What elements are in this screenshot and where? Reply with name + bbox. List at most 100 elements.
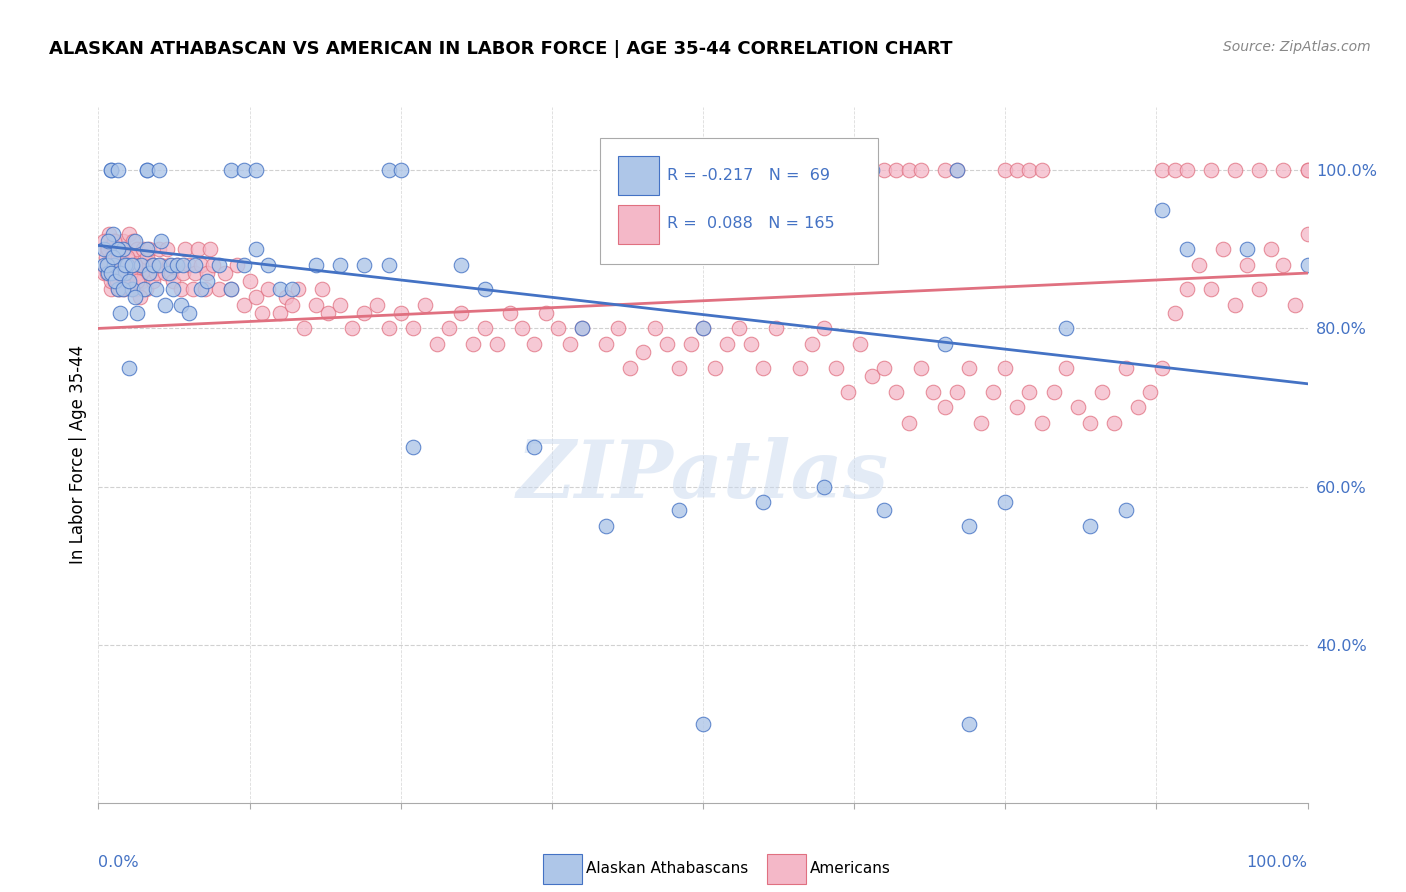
Point: [1272, 258, 1295, 272]
Point: [148, 258, 170, 272]
Point: [837, 384, 859, 399]
Point: [426, 337, 449, 351]
Point: [104, 274, 127, 288]
Point: [619, 361, 641, 376]
Text: ZIPatlas: ZIPatlas: [517, 437, 889, 515]
Point: [96, 258, 118, 272]
Point: [166, 258, 188, 272]
Point: [127, 266, 149, 280]
Point: [124, 235, 146, 249]
Point: [100, 282, 122, 296]
Point: [100, 163, 122, 178]
Point: [1152, 361, 1174, 376]
Point: [98, 258, 121, 272]
Point: [437, 321, 460, 335]
Point: [221, 282, 243, 296]
Point: [208, 282, 231, 296]
Point: [111, 235, 134, 249]
Point: [558, 337, 581, 351]
Point: [100, 243, 122, 257]
Point: [402, 321, 425, 335]
Point: [994, 495, 1017, 509]
Point: [1102, 417, 1125, 431]
Point: [134, 258, 156, 272]
FancyBboxPatch shape: [619, 205, 659, 244]
Point: [139, 266, 162, 280]
Point: [157, 266, 180, 280]
Point: [946, 384, 969, 399]
Point: [121, 282, 143, 296]
Point: [108, 243, 131, 257]
Point: [450, 305, 472, 319]
Point: [108, 266, 131, 280]
FancyBboxPatch shape: [543, 854, 582, 884]
Point: [232, 163, 254, 178]
Point: [181, 282, 204, 296]
Point: [108, 266, 131, 280]
Point: [250, 305, 273, 319]
Point: [100, 274, 122, 288]
Point: [208, 258, 231, 272]
Point: [107, 163, 129, 178]
Point: [1163, 163, 1185, 178]
Point: [121, 258, 143, 272]
Point: [153, 266, 176, 280]
Point: [129, 258, 152, 272]
Point: [728, 321, 751, 335]
Point: [108, 282, 131, 296]
Point: [194, 282, 217, 296]
Point: [148, 163, 170, 178]
Point: [1296, 258, 1319, 272]
Point: [311, 282, 333, 296]
Point: [103, 274, 125, 288]
Point: [135, 163, 157, 178]
Point: [184, 266, 207, 280]
Point: [111, 243, 134, 257]
Point: [287, 282, 309, 296]
Point: [142, 258, 165, 272]
Point: [910, 163, 932, 178]
Point: [523, 337, 546, 351]
Point: [135, 163, 157, 178]
Point: [143, 258, 166, 272]
Point: [413, 298, 436, 312]
FancyBboxPatch shape: [619, 156, 659, 195]
Y-axis label: In Labor Force | Age 35-44: In Labor Force | Age 35-44: [69, 345, 87, 565]
Point: [1249, 163, 1271, 178]
Point: [886, 163, 908, 178]
Point: [692, 716, 714, 731]
Point: [1115, 361, 1137, 376]
Point: [1296, 163, 1319, 178]
Point: [127, 305, 149, 319]
Point: [1067, 401, 1090, 415]
Point: [101, 227, 124, 241]
Point: [256, 282, 278, 296]
Point: [93, 243, 115, 257]
Point: [101, 258, 124, 272]
Point: [1284, 298, 1306, 312]
Point: [631, 345, 654, 359]
Point: [128, 290, 150, 304]
Point: [169, 282, 191, 296]
Point: [111, 258, 134, 272]
Point: [474, 321, 496, 335]
Point: [873, 163, 896, 178]
Point: [934, 337, 956, 351]
Point: [1260, 243, 1282, 257]
Point: [510, 321, 533, 335]
Point: [897, 163, 920, 178]
Point: [127, 243, 149, 257]
Point: [96, 243, 118, 257]
Point: [860, 368, 883, 383]
Point: [124, 290, 146, 304]
Point: [131, 274, 153, 288]
Point: [111, 282, 134, 296]
Point: [981, 384, 1004, 399]
Point: [114, 258, 136, 272]
Point: [366, 298, 388, 312]
Point: [118, 227, 141, 241]
Point: [97, 243, 120, 257]
Point: [274, 290, 297, 304]
Point: [994, 361, 1017, 376]
Point: [1236, 258, 1258, 272]
